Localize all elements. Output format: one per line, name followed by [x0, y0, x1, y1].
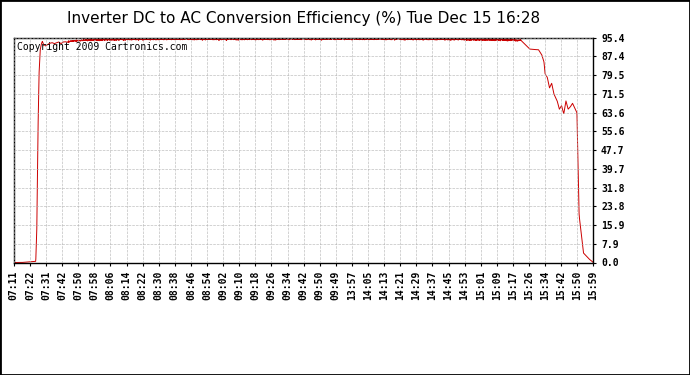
- Text: Copyright 2009 Cartronics.com: Copyright 2009 Cartronics.com: [17, 42, 187, 52]
- Text: Inverter DC to AC Conversion Efficiency (%) Tue Dec 15 16:28: Inverter DC to AC Conversion Efficiency …: [67, 11, 540, 26]
